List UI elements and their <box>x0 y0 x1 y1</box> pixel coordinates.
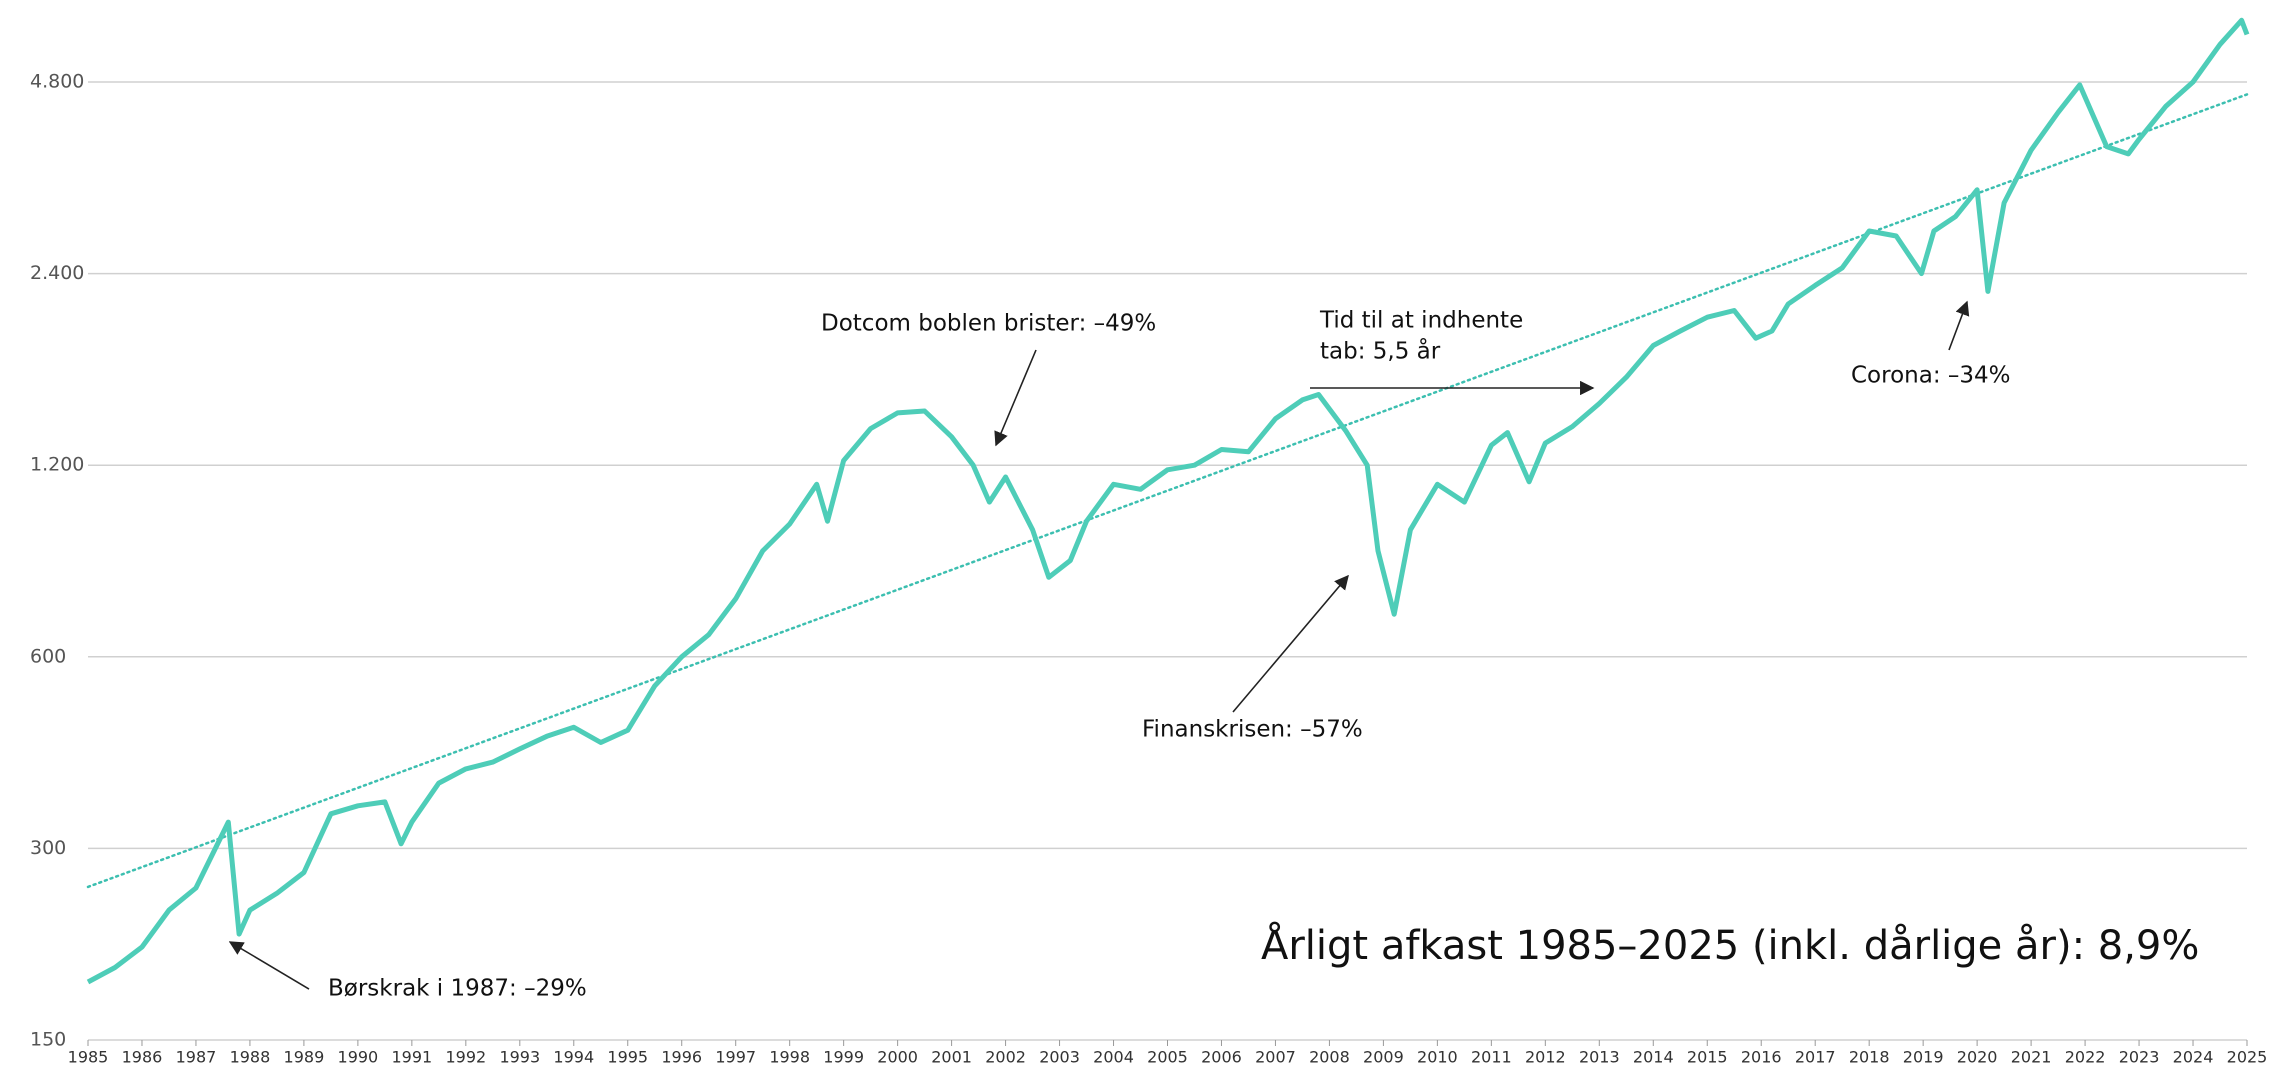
x-tick-label: 2004 <box>1093 1048 1134 1067</box>
y-tick-label: 2.400 <box>30 262 84 284</box>
x-tick-label: 2005 <box>1147 1048 1188 1067</box>
x-tick-label: 2001 <box>931 1048 972 1067</box>
x-tick-label: 2021 <box>2011 1048 2052 1067</box>
annotation: Børskrak i 1987: –29% <box>328 976 587 1002</box>
annotation: Corona: –34% <box>1851 363 2011 389</box>
x-tick-label: 1999 <box>823 1048 864 1067</box>
annotation-arrow <box>1948 300 1970 351</box>
y-tick-label: 150 <box>30 1029 66 1051</box>
x-tick-label: 2006 <box>1201 1048 1242 1067</box>
x-tick-label: 2022 <box>2065 1048 2106 1067</box>
y-tick-label: 300 <box>30 837 66 859</box>
x-tick-label: 2018 <box>1849 1048 1890 1067</box>
x-tick-label: 2012 <box>1525 1048 1566 1067</box>
annotations: Dotcom boblen brister: –49% Tid til at in… <box>228 300 2199 1002</box>
x-tick-label: 1986 <box>122 1048 163 1067</box>
x-tick-label: 1997 <box>715 1048 756 1067</box>
y-tick-label: 1.200 <box>30 454 84 476</box>
annotation-arrow <box>1232 574 1349 713</box>
x-tick-label: 2015 <box>1687 1048 1728 1067</box>
x-tick-label: 2014 <box>1633 1048 1674 1067</box>
plot <box>86 17 2250 985</box>
x-tick-label: 1987 <box>176 1048 217 1067</box>
y-tick-label: 600 <box>30 645 66 667</box>
grid: 150 300 600 1.200 2.400 4.800 1985 1986 1987 1988… <box>30 71 2267 1067</box>
x-tick-label: 1996 <box>661 1048 702 1067</box>
x-tick-label: 1993 <box>499 1048 540 1067</box>
x-tick-label: 2016 <box>1741 1048 1782 1067</box>
highlight-text: Årligt afkast 1985–2025 (inkl. dårlige å… <box>1261 921 2199 969</box>
x-tick-label: 2020 <box>1957 1048 1998 1067</box>
x-tick-label: 2025 <box>2227 1048 2268 1067</box>
x-tick-label: 1994 <box>553 1048 594 1067</box>
annotation: Finanskrisen: –57% <box>1142 717 1363 743</box>
annotation: Dotcom boblen brister: –49% <box>821 311 1156 337</box>
x-tick-label: 2013 <box>1579 1048 1620 1067</box>
x-tick-label: 2007 <box>1255 1048 1296 1067</box>
x-tick-label: 2019 <box>1903 1048 1944 1067</box>
x-tick-label: 2000 <box>877 1048 918 1067</box>
x-tick-label: 1991 <box>391 1048 432 1067</box>
annotation: Tid til at indhente <box>1319 308 1523 334</box>
x-tick-label: 2023 <box>2119 1048 2160 1067</box>
x-tick-label: 1985 <box>68 1048 109 1067</box>
trend-line <box>86 93 2249 889</box>
x-tick-label: 2011 <box>1471 1048 1512 1067</box>
annotation: tab: 5,5 år <box>1320 337 1441 365</box>
x-tick-label: 1988 <box>230 1048 271 1067</box>
x-tick-label: 2010 <box>1417 1048 1458 1067</box>
annotation-arrow <box>228 941 310 990</box>
x-tick-label: 2024 <box>2173 1048 2214 1067</box>
x-tick-label: 1998 <box>769 1048 810 1067</box>
x-tick-label: 1989 <box>284 1048 325 1067</box>
x-tick-label: 2008 <box>1309 1048 1350 1067</box>
x-tick-label: 2002 <box>985 1048 1026 1067</box>
x-tick-label: 1992 <box>445 1048 486 1067</box>
x-tick-label: 1990 <box>338 1048 379 1067</box>
y-tick-label: 4.800 <box>30 71 84 93</box>
x-tick-label: 2003 <box>1039 1048 1080 1067</box>
x-tick-label: 2009 <box>1363 1048 1404 1067</box>
x-tick-label: 2017 <box>1795 1048 1836 1067</box>
x-tick-label: 1995 <box>607 1048 648 1067</box>
price-line <box>86 17 2250 985</box>
annotation-arrow <box>994 349 1037 447</box>
